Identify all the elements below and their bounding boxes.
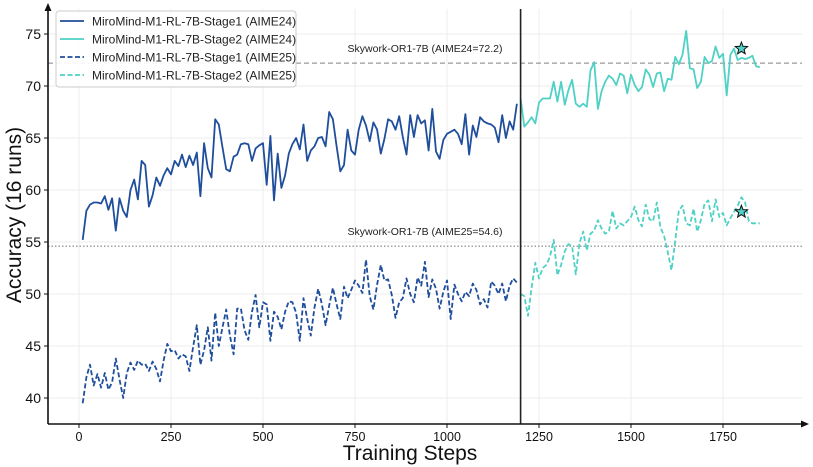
series-line-0	[81, 103, 518, 241]
series-line-2	[81, 258, 518, 404]
x-tick-label: 1250	[525, 430, 553, 444]
legend-box	[55, 10, 297, 88]
y-tick-label: 50	[25, 286, 41, 302]
y-ticks: 40 45 50 55 60 65 70 75	[25, 26, 48, 406]
y-tick-label: 75	[25, 26, 41, 42]
legend-label: MiroMind-M1-RL-7B-Stage1 (AIME24)	[92, 15, 296, 29]
legend: MiroMind-M1-RL-7B-Stage1 (AIME24) MiroMin…	[55, 10, 297, 88]
series-line-1	[519, 29, 761, 128]
x-ticks: 0 250 500 750 1000 1250 1500 1750	[76, 424, 737, 444]
legend-label: MiroMind-M1-RL-7B-Stage2 (AIME24)	[92, 33, 296, 47]
y-tick-label: 70	[25, 78, 41, 94]
reference-lines: Skywork-OR1-7B (AIME24=72.2) Skywork-OR1-…	[48, 43, 802, 247]
y-tick-label: 55	[25, 234, 41, 250]
y-axis-label: Accuracy (16 runs)	[3, 127, 26, 303]
x-tick-label: 1500	[617, 430, 645, 444]
axes	[44, 3, 809, 428]
series-line-3	[520, 196, 760, 317]
legend-label: MiroMind-M1-RL-7B-Stage2 (AIME25)	[92, 69, 296, 83]
x-tick-label: 1750	[709, 430, 737, 444]
y-axis-arrow-icon	[44, 3, 52, 11]
x-axis-label: Training Steps	[343, 442, 478, 465]
x-axis-arrow-icon	[801, 420, 809, 428]
x-tick-label: 500	[253, 430, 274, 444]
series-group	[81, 29, 761, 404]
x-tick-label: 750	[345, 430, 366, 444]
legend-label: MiroMind-M1-RL-7B-Stage1 (AIME25)	[92, 51, 296, 65]
y-tick-label: 65	[25, 130, 41, 146]
grid	[48, 9, 802, 424]
y-tick-label: 40	[25, 390, 41, 406]
best-markers	[733, 40, 749, 219]
y-tick-label: 60	[25, 182, 41, 198]
x-tick-label: 1000	[433, 430, 461, 444]
reference-line-label: Skywork-OR1-7B (AIME25=54.6)	[348, 226, 503, 238]
y-tick-label: 45	[25, 338, 41, 354]
x-tick-label: 250	[161, 430, 182, 444]
best-star-icon	[733, 203, 749, 219]
x-tick-label: 0	[76, 430, 83, 444]
reference-line-label: Skywork-OR1-7B (AIME24=72.2)	[348, 43, 503, 55]
best-star-icon	[733, 40, 749, 55]
